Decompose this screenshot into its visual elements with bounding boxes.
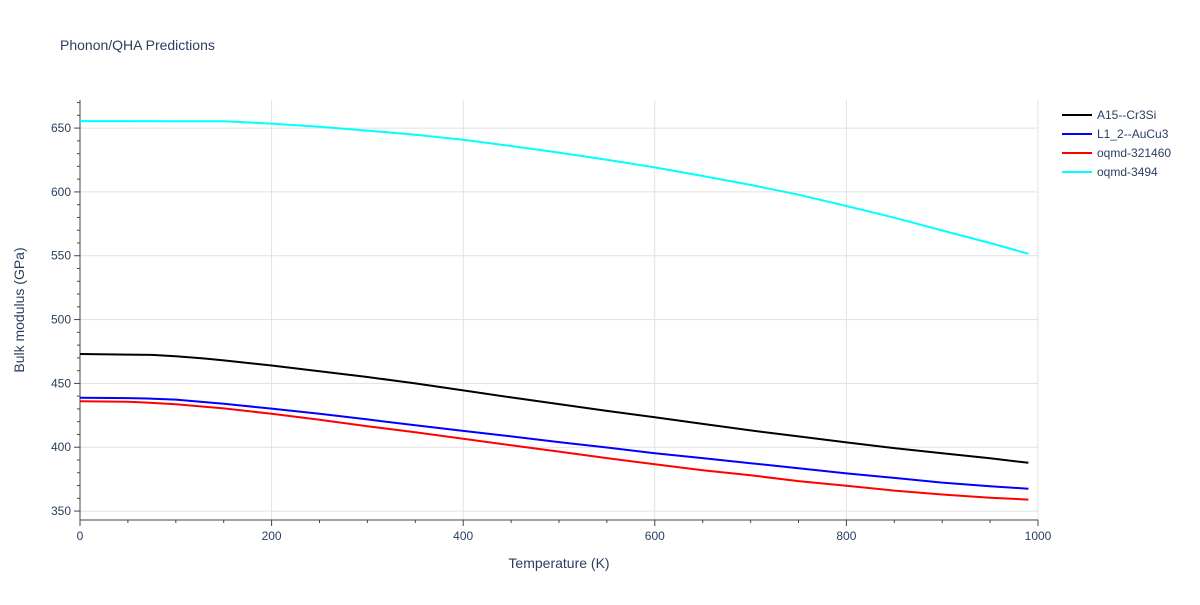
- legend-item-L1_2--AuCu3[interactable]: L1_2--AuCu3: [1062, 127, 1169, 141]
- legend-item-A15--Cr3Si[interactable]: A15--Cr3Si: [1062, 108, 1156, 122]
- y-tick-label: 500: [51, 313, 71, 327]
- series-line-oqmd-3494: [80, 120, 1029, 255]
- x-tick-label: 400: [453, 529, 473, 543]
- axis-layer: 0 200 400 600 800 1000 350 400 450 500 550 600 650: [51, 100, 1052, 543]
- y-tick-label: 600: [51, 185, 71, 199]
- chart-title: Phonon/QHA Predictions: [60, 37, 215, 53]
- y-tick-label: 350: [51, 504, 71, 518]
- series-line-oqmd-321460: [79, 400, 1029, 501]
- x-tick-label: 0: [77, 529, 84, 543]
- x-tick-label: 600: [645, 529, 665, 543]
- y-axis-title: Bulk modulus (GPa): [11, 247, 27, 372]
- series-line-A15--Cr3Si: [79, 353, 1029, 464]
- legend-label: oqmd-3494: [1097, 165, 1158, 179]
- x-axis-title: Temperature (K): [508, 555, 609, 571]
- x-tick-label: 1000: [1025, 529, 1052, 543]
- y-tick-label: 650: [51, 121, 71, 135]
- legend-item-oqmd-321460[interactable]: oqmd-321460: [1062, 146, 1171, 160]
- series-layer: [79, 120, 1029, 501]
- y-tick-label: 450: [51, 376, 71, 390]
- legend-label: L1_2--AuCu3: [1097, 127, 1169, 141]
- x-tick-label: 800: [836, 529, 856, 543]
- grid-layer: [80, 100, 1039, 520]
- y-tick-label: 550: [51, 249, 71, 263]
- legend-label: oqmd-321460: [1097, 146, 1171, 160]
- legend-item-oqmd-3494[interactable]: oqmd-3494: [1062, 165, 1158, 179]
- x-tick-label: 200: [262, 529, 282, 543]
- legend[interactable]: A15--Cr3Si L1_2--AuCu3 oqmd-321460 oqmd-349…: [1062, 108, 1171, 179]
- legend-label: A15--Cr3Si: [1097, 108, 1156, 122]
- series-line-L1_2--AuCu3: [79, 396, 1029, 490]
- y-tick-label: 400: [51, 440, 71, 454]
